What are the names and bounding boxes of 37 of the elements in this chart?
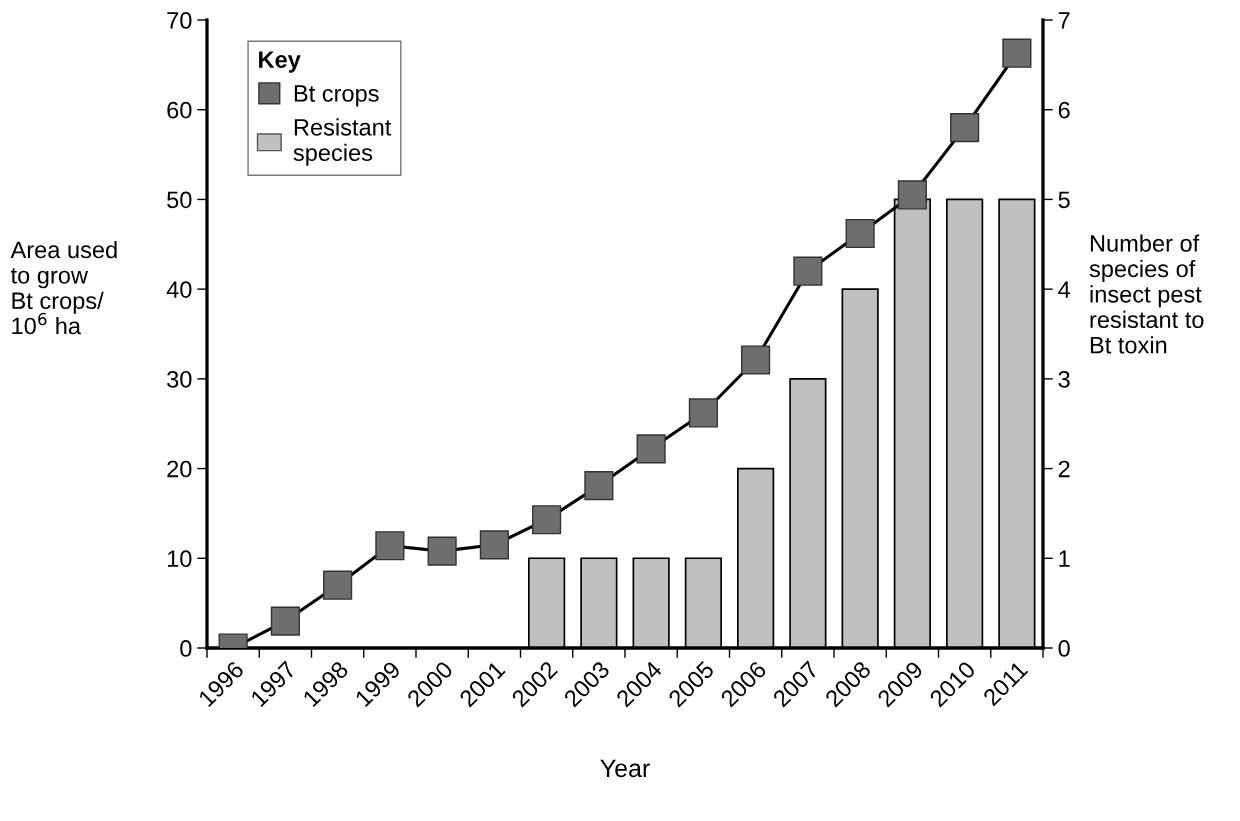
point (270, 606, 300, 636)
y2-tick-label: 5 (1058, 191, 1070, 209)
point (584, 471, 614, 501)
legend-title: Key (259, 51, 301, 73)
point (1002, 38, 1032, 68)
point (532, 505, 562, 535)
legend-label: Resistant species (293, 118, 392, 166)
y2-tick-label: 0 (1058, 640, 1070, 657)
y-tick-label: 40 (166, 281, 192, 298)
y2-tick-label: 7 (1058, 12, 1070, 29)
y2-tick-label: 4 (1058, 281, 1071, 298)
point (688, 398, 718, 428)
point (375, 531, 405, 561)
y2-axis-title: Number of species of insect pest resistant to Bt toxin (1089, 234, 1204, 354)
point (897, 180, 927, 210)
y2-tick-label: 1 (1059, 550, 1070, 567)
point (950, 113, 980, 143)
point (479, 530, 509, 560)
y-tick-label: 20 (167, 460, 192, 478)
y-tick-label: 50 (167, 191, 192, 209)
y-tick-label: 0 (180, 640, 192, 657)
y-tick-label: 10 (167, 550, 192, 568)
y-axis-title: Area used to grow Bt crops/ 10$^{6}$ ha (10, 240, 117, 335)
y-tick-label: 30 (167, 370, 192, 388)
point (845, 218, 875, 249)
point (636, 434, 666, 464)
y-tick-label: 60 (167, 101, 192, 119)
y2-tick-label: 6 (1058, 101, 1070, 119)
point (323, 570, 353, 600)
y2-tick-label: 2 (1058, 460, 1070, 478)
legend-label: Bt crops (294, 85, 379, 107)
point (427, 536, 457, 566)
point (741, 345, 771, 375)
y2-tick-label: 3 (1058, 370, 1070, 388)
x-axis-title: Year (600, 759, 650, 778)
y-tick-label: 70 (167, 12, 192, 29)
point (793, 256, 823, 286)
